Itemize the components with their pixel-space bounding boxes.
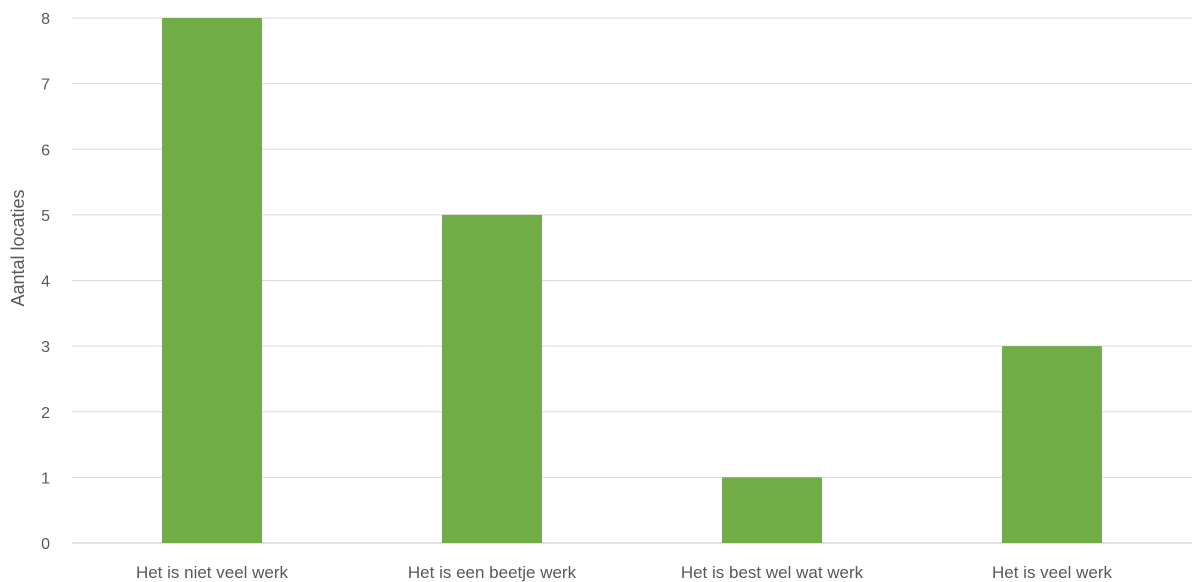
- y-tick-label: 4: [41, 274, 50, 291]
- y-tick-label: 5: [41, 208, 50, 225]
- y-tick-label: 3: [41, 339, 50, 356]
- bar: [1002, 346, 1102, 543]
- x-category-label: Het is veel werk: [992, 563, 1112, 582]
- y-tick-label: 2: [41, 405, 50, 422]
- y-axis-ticks: 0 1 2 3 4 5 6 7 8: [41, 11, 50, 553]
- y-tick-label: 1: [41, 470, 50, 487]
- bars: [162, 18, 1102, 543]
- x-category-label: Het is een beetje werk: [408, 563, 577, 582]
- x-category-label: Het is niet veel werk: [136, 563, 289, 582]
- bar: [442, 214, 542, 543]
- bar: [722, 477, 822, 543]
- y-tick-label: 7: [41, 77, 50, 94]
- y-tick-label: 8: [41, 11, 50, 28]
- y-axis-title: Aantal locaties: [8, 189, 28, 306]
- y-tick-label: 6: [41, 142, 50, 159]
- y-tick-label: 0: [41, 536, 50, 553]
- x-axis-categories: Het is niet veel werk Het is een beetje w…: [136, 563, 1113, 582]
- x-category-label: Het is best wel wat werk: [681, 563, 864, 582]
- bar: [162, 18, 262, 543]
